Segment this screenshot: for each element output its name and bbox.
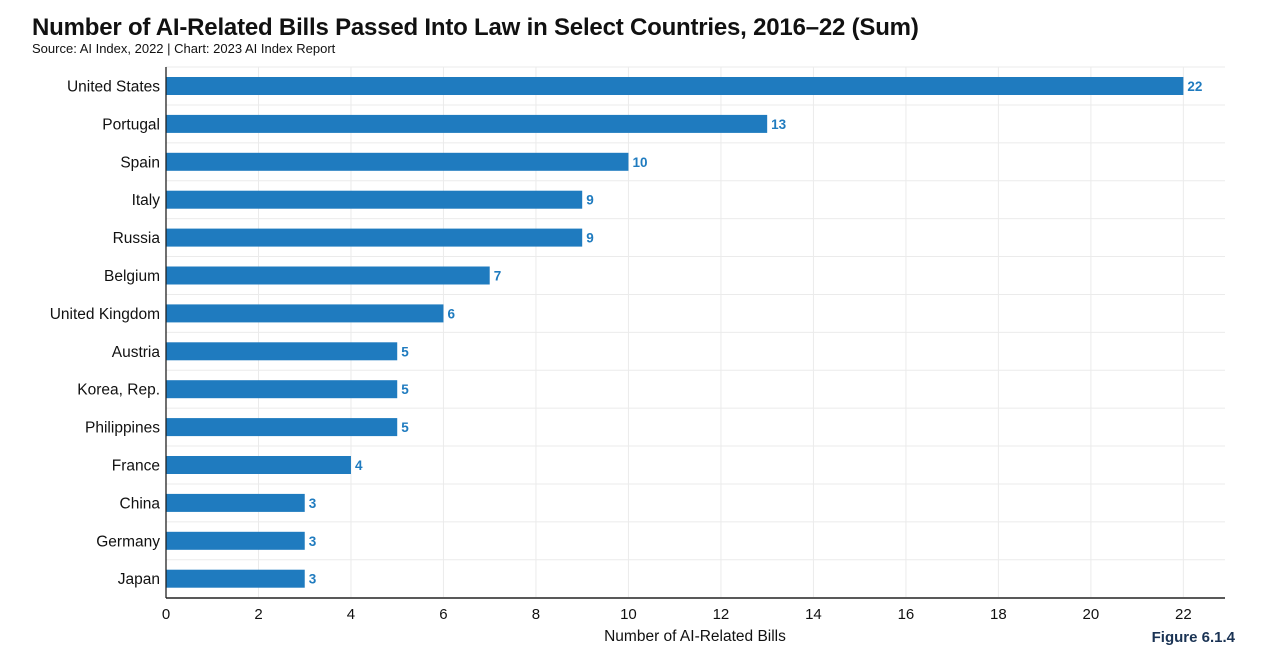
value-labels: 22 13 10 9 9 7 6 5 5 5 4 3 3 3 — [309, 79, 1203, 587]
x-tick-label-0: 0 — [162, 606, 170, 623]
category-label-russia: Russia — [113, 230, 161, 247]
x-tick-label-10: 10 — [620, 606, 637, 623]
bar-russia — [166, 228, 583, 247]
x-tick-label-2: 2 — [254, 606, 262, 623]
bar-united-kingdom — [166, 304, 444, 323]
x-tick-label-16: 16 — [898, 606, 915, 623]
value-label-belgium: 7 — [494, 269, 502, 284]
category-label-germany: Germany — [96, 533, 160, 550]
bar-germany — [166, 531, 305, 550]
value-label-austria: 5 — [401, 344, 409, 359]
x-tick-label-18: 18 — [990, 606, 1007, 623]
bar-united-states — [166, 77, 1184, 95]
bar-austria — [166, 342, 398, 361]
value-label-portugal: 13 — [771, 117, 787, 132]
category-label-philippines: Philippines — [85, 420, 160, 437]
x-tick-label-22: 22 — [1175, 606, 1192, 623]
bar-belgium — [166, 266, 490, 285]
bar-portugal — [166, 114, 768, 133]
value-label-italy: 9 — [586, 193, 594, 208]
figure-label: Figure 6.1.4 — [1151, 629, 1235, 646]
value-label-united-states: 22 — [1187, 79, 1202, 94]
x-tick-label-14: 14 — [805, 606, 822, 623]
bar-korea-rep — [166, 380, 398, 399]
gridlines — [165, 66, 1225, 597]
category-label-portugal: Portugal — [102, 116, 160, 133]
x-tick-label-4: 4 — [347, 606, 355, 623]
category-label-united-states: United States — [67, 79, 160, 96]
value-label-united-kingdom: 6 — [447, 306, 455, 321]
category-label-austria: Austria — [112, 344, 161, 361]
x-axis: 0 2 4 6 8 10 12 14 16 18 20 22 — [162, 67, 1225, 623]
category-label-china: China — [120, 495, 161, 512]
value-label-france: 4 — [355, 458, 363, 473]
value-label-japan: 3 — [309, 572, 317, 587]
category-label-korea-rep: Korea, Rep. — [77, 382, 160, 399]
bar-italy — [166, 190, 583, 209]
value-label-korea-rep: 5 — [401, 382, 409, 397]
chart-title: Number of AI-Related Bills Passed Into L… — [32, 14, 919, 41]
value-label-russia: 9 — [586, 231, 594, 246]
x-tick-label-8: 8 — [532, 606, 540, 623]
category-labels: United States Portugal Spain Italy Russia Bel… — [50, 79, 161, 589]
category-label-united-kingdom: United Kingdom — [50, 306, 160, 323]
value-label-china: 3 — [309, 496, 317, 511]
bar-spain — [166, 152, 629, 171]
value-label-germany: 3 — [309, 534, 317, 549]
category-label-japan: Japan — [118, 571, 160, 588]
bar-japan — [166, 569, 305, 588]
x-axis-title: Number of AI-Related Bills — [604, 628, 786, 645]
x-tick-label-12: 12 — [713, 606, 730, 623]
x-tick-label-20: 20 — [1083, 606, 1100, 623]
value-label-philippines: 5 — [401, 420, 409, 435]
value-label-spain: 10 — [632, 155, 647, 170]
category-label-france: France — [112, 458, 160, 475]
category-label-belgium: Belgium — [104, 268, 160, 285]
bar-france — [166, 456, 351, 474]
bar-china — [166, 493, 305, 512]
x-tick-label-6: 6 — [439, 606, 447, 623]
category-label-italy: Italy — [132, 192, 161, 209]
category-label-spain: Spain — [120, 154, 160, 171]
bar-philippines — [166, 418, 398, 437]
chart-subtitle: Source: AI Index, 2022 | Chart: 2023 AI … — [32, 41, 336, 56]
bars — [166, 77, 1184, 588]
